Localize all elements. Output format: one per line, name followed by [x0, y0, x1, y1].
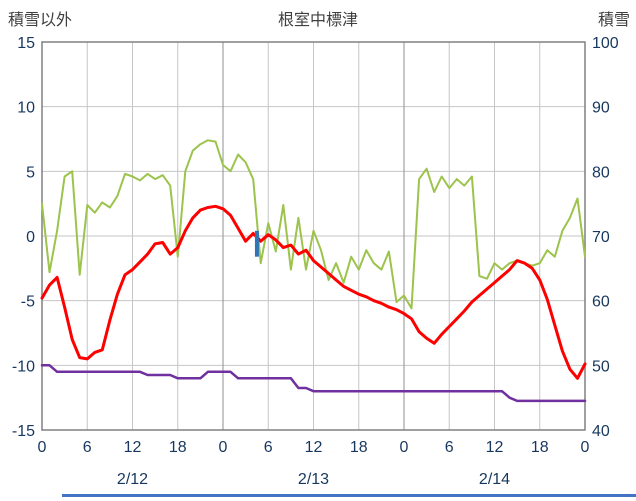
svg-text:18: 18: [169, 439, 187, 456]
svg-text:0: 0: [219, 439, 228, 456]
svg-text:0: 0: [581, 439, 590, 456]
svg-text:10: 10: [17, 100, 35, 117]
svg-text:40: 40: [592, 423, 610, 440]
svg-text:90: 90: [592, 100, 610, 117]
svg-text:6: 6: [264, 439, 273, 456]
svg-text:100: 100: [592, 35, 619, 52]
svg-text:18: 18: [350, 439, 368, 456]
svg-text:50: 50: [592, 358, 610, 375]
svg-text:0: 0: [26, 229, 35, 246]
svg-text:12: 12: [486, 439, 504, 456]
left-axis-title: 積雪以外: [8, 12, 73, 29]
svg-text:12: 12: [305, 439, 323, 456]
svg-text:6: 6: [445, 439, 454, 456]
svg-text:60: 60: [592, 294, 610, 311]
svg-text:0: 0: [400, 439, 409, 456]
svg-text:70: 70: [592, 229, 610, 246]
bottom-border-line: [62, 494, 636, 497]
green-line: [41, 139, 586, 310]
svg-text:-5: -5: [21, 294, 35, 311]
svg-text:-15: -15: [12, 423, 35, 440]
svg-text:18: 18: [531, 439, 549, 456]
right-axis-title: 積雪: [597, 12, 630, 29]
svg-text:12: 12: [124, 439, 142, 456]
svg-text:0: 0: [38, 439, 47, 456]
svg-text:2/12: 2/12: [117, 471, 148, 488]
svg-text:15: 15: [17, 35, 35, 52]
purple-line: [40, 364, 587, 403]
red-line: [40, 204, 587, 380]
svg-text:5: 5: [26, 164, 35, 181]
svg-text:2/14: 2/14: [479, 471, 510, 488]
svg-text:80: 80: [592, 164, 610, 181]
chart-title: 根室中標津: [277, 12, 358, 29]
svg-text:2/13: 2/13: [298, 471, 329, 488]
blue-bar: [254, 230, 259, 257]
svg-text:-10: -10: [12, 358, 35, 375]
svg-text:6: 6: [83, 439, 92, 456]
